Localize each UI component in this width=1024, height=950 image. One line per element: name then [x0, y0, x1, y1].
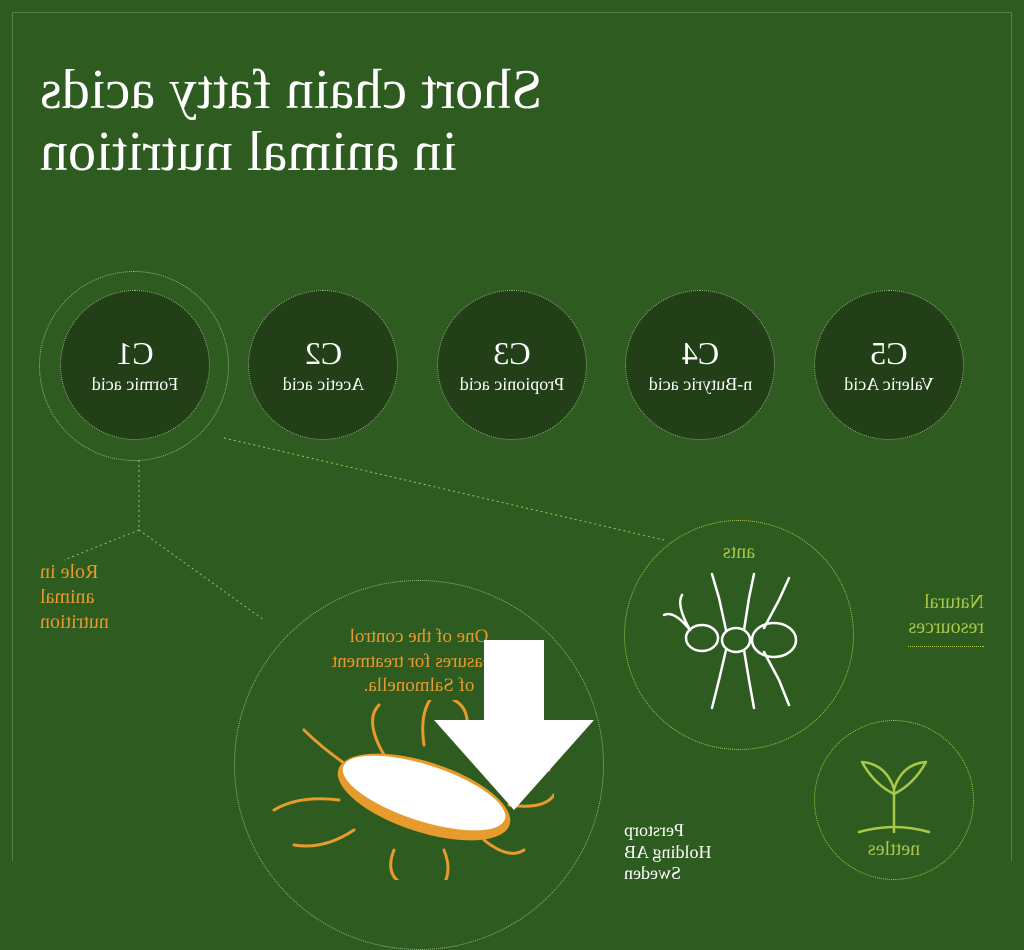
- acid-c4: C4 n-Butyric acid: [626, 290, 776, 440]
- perstorp-line: Perstorp: [624, 820, 784, 842]
- perstorp-line: Holding AB: [624, 842, 784, 864]
- role-line: Role in: [40, 560, 109, 585]
- acids-row: C5 Valeric Acid C4 n-Butyric acid C3 Pro…: [60, 290, 964, 440]
- acid-halo: [39, 271, 229, 461]
- acid-name: n-Butyric acid: [649, 374, 752, 395]
- down-arrow-icon: [434, 640, 594, 810]
- role-label: Role in animal nutrition: [40, 560, 109, 635]
- title-line-2: in animal nutrition: [40, 122, 1024, 184]
- perstorp-label: Perstorp Holding AB Sweden: [624, 820, 784, 885]
- acid-c3: C3 Propionic acid: [437, 290, 587, 440]
- ants-circle: ants: [624, 520, 854, 750]
- perstorp-line: Sweden: [624, 863, 784, 885]
- acid-name: Acetic acid: [283, 374, 364, 395]
- ants-label: ants: [723, 541, 755, 564]
- title-line-1: Short chain fatty acids: [40, 60, 1024, 122]
- nettles-circle: nettles: [814, 720, 974, 880]
- natural-resources-label: Natural resources: [908, 590, 984, 647]
- acid-code: C4: [682, 335, 719, 372]
- acid-c5: C5 Valeric Acid: [814, 290, 964, 440]
- ant-icon: [654, 570, 824, 710]
- acid-c2: C2 Acetic acid: [249, 290, 399, 440]
- natres-line: resources: [908, 615, 984, 640]
- natres-line: Natural: [908, 590, 984, 615]
- nettles-label: nettles: [868, 838, 920, 861]
- acid-code: C5: [870, 335, 907, 372]
- role-line: animal: [40, 585, 109, 610]
- acid-name: Valeric Acid: [844, 374, 933, 395]
- sprout-icon: [844, 744, 944, 834]
- acid-name: Propionic acid: [460, 374, 564, 395]
- main-title: Short chain fatty acids in animal nutrit…: [40, 60, 1024, 183]
- acid-code: C2: [305, 335, 342, 372]
- acid-code: C3: [493, 335, 530, 372]
- acid-c1: C1 Formic acid: [60, 290, 210, 440]
- role-line: nutrition: [40, 610, 109, 635]
